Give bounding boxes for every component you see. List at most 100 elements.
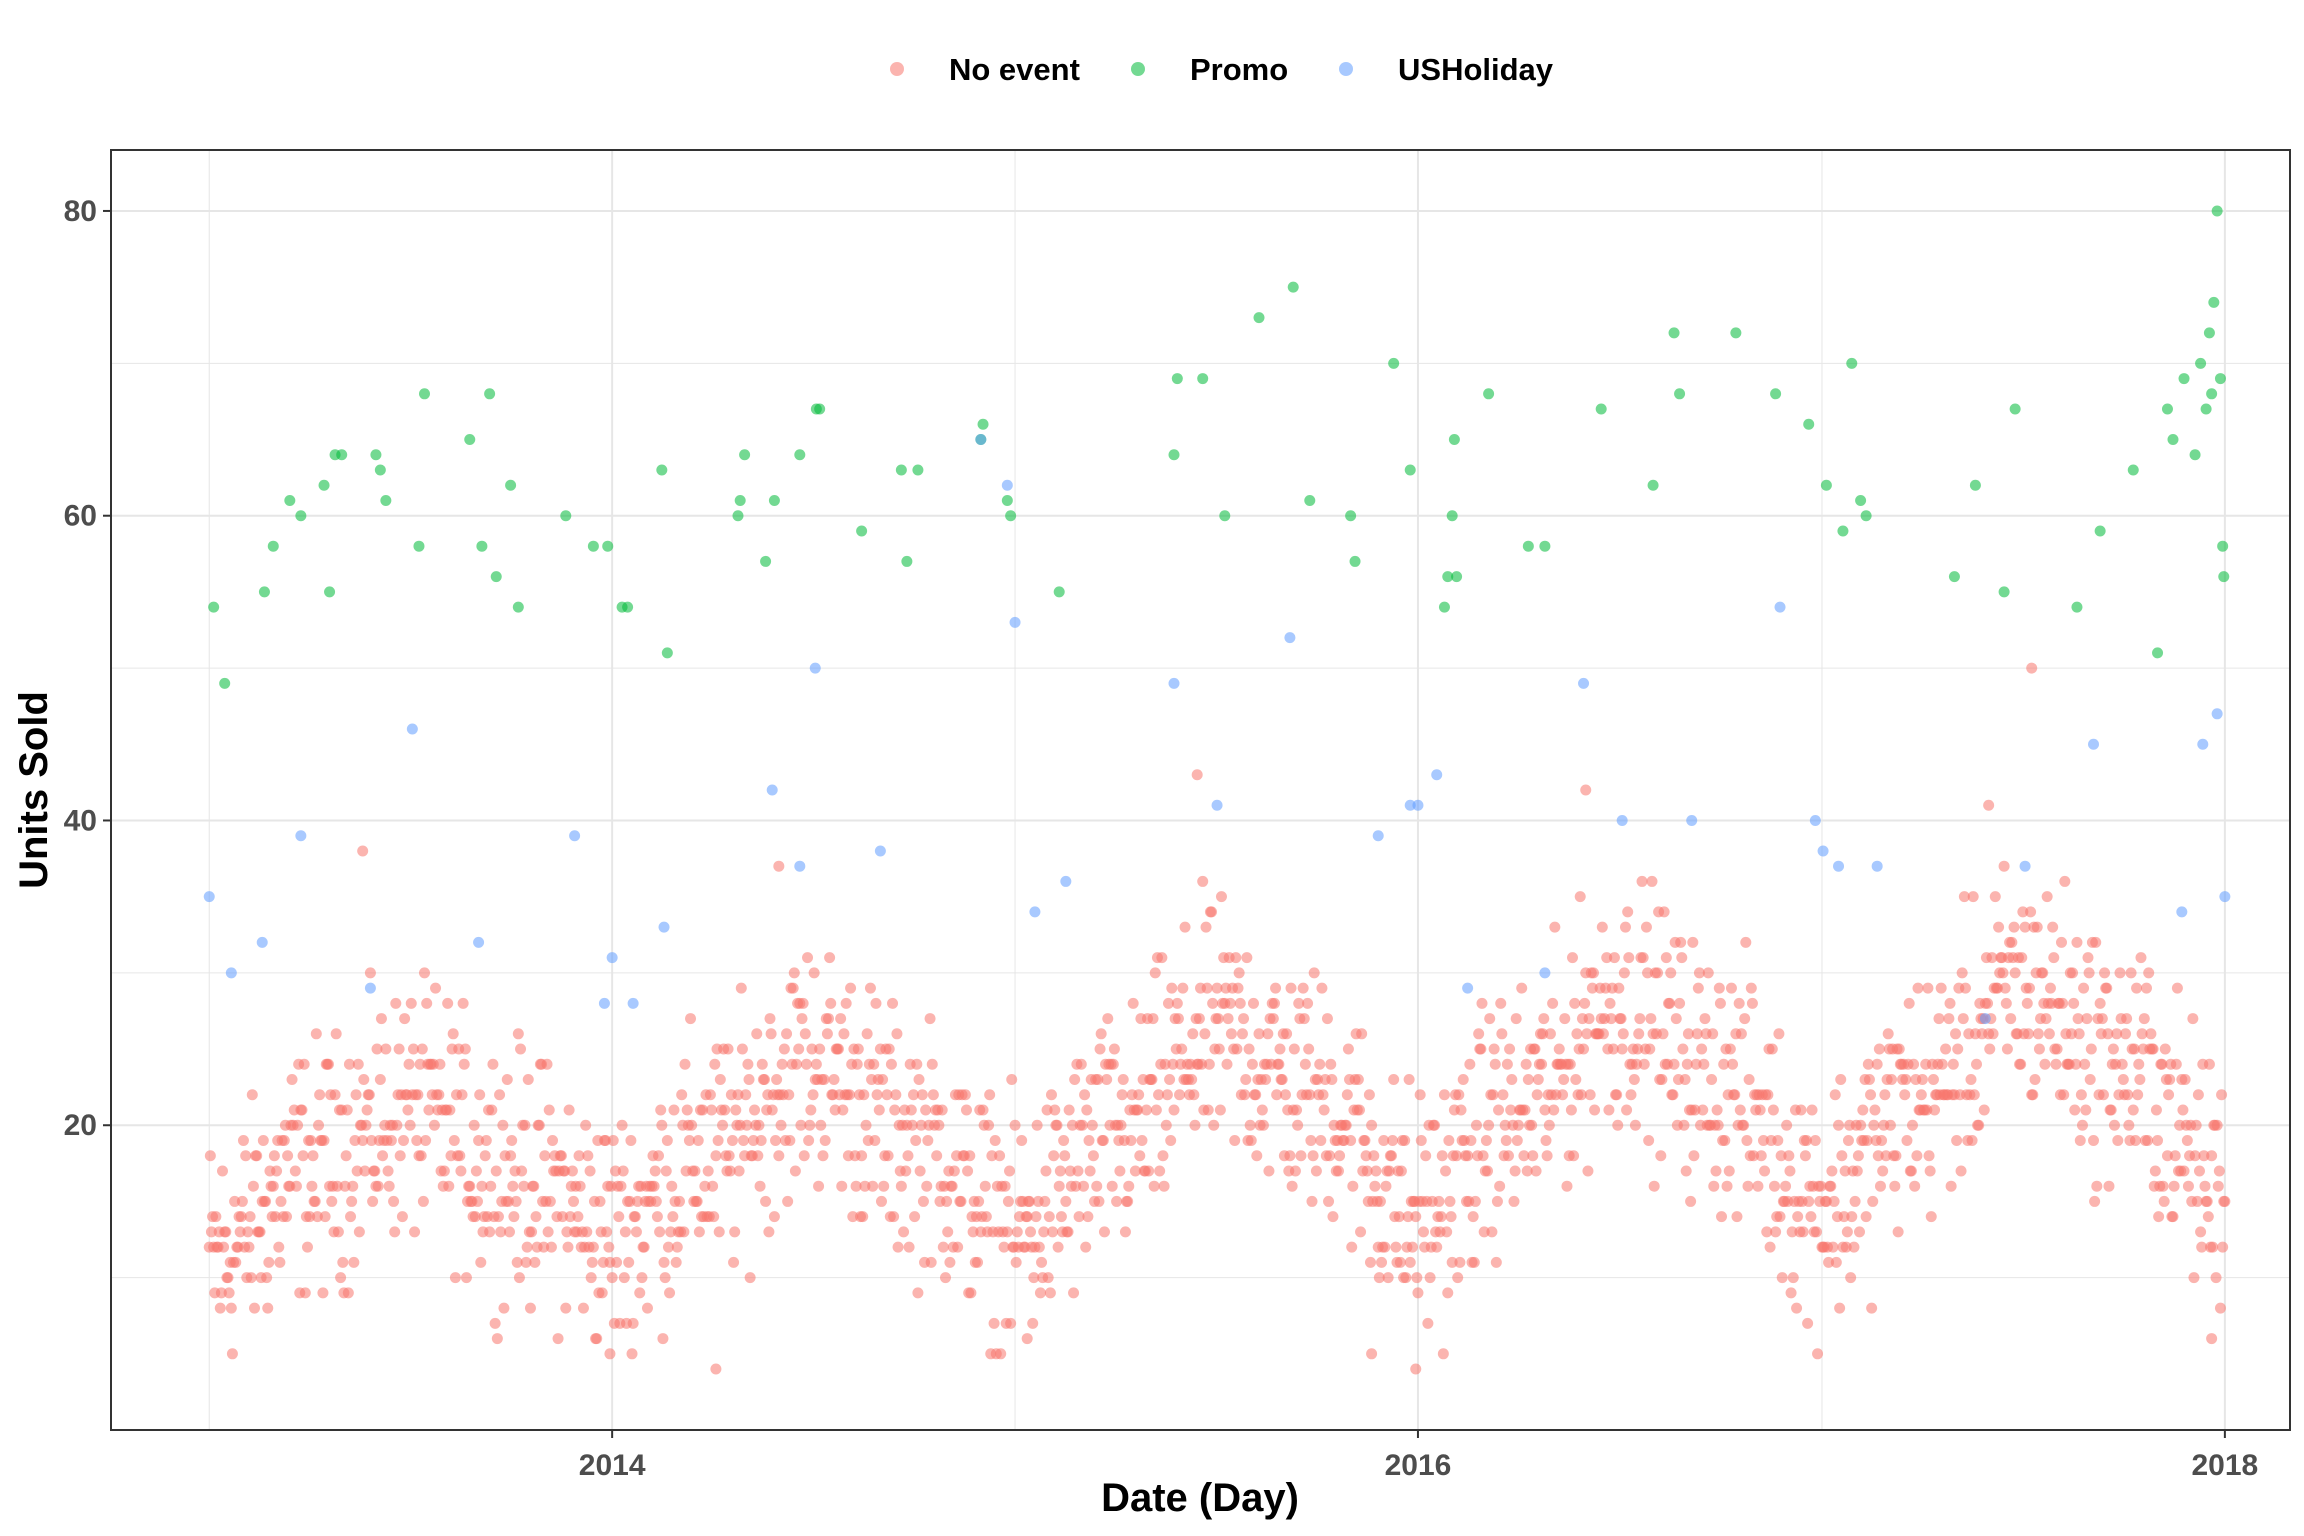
no-event-point bbox=[1324, 1150, 1336, 1162]
no-event-point bbox=[1133, 1089, 1145, 1101]
no-event-point bbox=[704, 1089, 716, 1101]
no-event-point bbox=[1023, 1195, 1035, 1207]
no-event-point bbox=[1877, 1165, 1889, 1177]
no-event-point bbox=[353, 1226, 365, 1238]
no-event-point bbox=[1723, 1165, 1735, 1177]
no-event-point bbox=[1188, 1089, 1200, 1101]
no-event-point bbox=[1196, 1058, 1208, 1070]
no-event-point bbox=[773, 1150, 785, 1162]
no-event-point bbox=[487, 1058, 499, 1070]
promo-point bbox=[2208, 296, 2220, 308]
no-event-point bbox=[1697, 1104, 1709, 1116]
no-event-point bbox=[1853, 1226, 1865, 1238]
promo-point bbox=[418, 388, 430, 400]
no-event-point bbox=[679, 1058, 691, 1070]
promo-point bbox=[2071, 601, 2083, 613]
no-event-point bbox=[572, 1211, 584, 1223]
no-event-point bbox=[775, 1119, 787, 1131]
no-event-point bbox=[1010, 1256, 1022, 1268]
no-event-point bbox=[1132, 1104, 1144, 1116]
no-event-point bbox=[702, 1165, 714, 1177]
usholiday-point bbox=[627, 997, 639, 1009]
no-event-point bbox=[1833, 1119, 1845, 1131]
no-event-point bbox=[1596, 921, 1608, 933]
no-event-point bbox=[1140, 1104, 1152, 1116]
no-event-point bbox=[1773, 1028, 1785, 1040]
no-event-point bbox=[1584, 1089, 1596, 1101]
no-event-point bbox=[2075, 1089, 2087, 1101]
no-event-point bbox=[1967, 891, 1979, 903]
no-event-point bbox=[1815, 1180, 1827, 1192]
no-event-point bbox=[1031, 1119, 1043, 1131]
no-event-point bbox=[1543, 1119, 1555, 1131]
no-event-point bbox=[226, 1348, 238, 1360]
promo-point bbox=[656, 464, 668, 476]
no-event-point bbox=[573, 1150, 585, 1162]
no-event-point bbox=[808, 967, 820, 979]
no-event-point bbox=[909, 1211, 921, 1223]
no-event-point bbox=[973, 1195, 985, 1207]
no-event-point bbox=[2145, 1028, 2157, 1040]
no-event-point bbox=[1327, 1211, 1339, 1223]
no-event-point bbox=[290, 1180, 302, 1192]
no-event-point bbox=[1908, 1058, 1920, 1070]
no-event-point bbox=[337, 1256, 349, 1268]
no-event-point bbox=[818, 1074, 830, 1086]
x-tick-label: 2014 bbox=[579, 1449, 646, 1482]
no-event-point bbox=[864, 982, 876, 994]
no-event-point bbox=[1855, 1119, 1867, 1131]
no-event-point bbox=[460, 1272, 472, 1284]
no-event-point bbox=[881, 1089, 893, 1101]
no-event-point bbox=[1944, 997, 1956, 1009]
promo-point bbox=[1001, 494, 1013, 506]
no-event-point bbox=[1062, 1226, 1074, 1238]
no-event-point bbox=[660, 1165, 672, 1177]
no-event-point bbox=[1952, 1043, 1964, 1055]
no-event-point bbox=[417, 1195, 429, 1207]
no-event-point bbox=[889, 1104, 901, 1116]
y-axis: 20 40 60 80 bbox=[64, 195, 111, 1142]
no-event-point bbox=[634, 1287, 646, 1299]
no-event-point bbox=[544, 1195, 556, 1207]
promo-point bbox=[739, 449, 751, 461]
no-event-point bbox=[604, 1348, 616, 1360]
no-event-point bbox=[1191, 769, 1203, 781]
no-event-point bbox=[693, 1226, 705, 1238]
no-event-point bbox=[875, 1195, 887, 1207]
no-event-point bbox=[1215, 891, 1227, 903]
no-event-point bbox=[204, 1150, 216, 1162]
no-event-point bbox=[1045, 1089, 1057, 1101]
promo-point bbox=[219, 677, 231, 689]
no-event-point bbox=[1084, 1165, 1096, 1177]
no-event-point bbox=[528, 1180, 540, 1192]
no-event-point bbox=[2050, 1058, 2062, 1070]
no-event-point bbox=[773, 860, 785, 872]
no-event-point bbox=[1353, 1104, 1365, 1116]
no-event-point bbox=[972, 1256, 984, 1268]
no-event-point bbox=[609, 1165, 621, 1177]
no-event-point bbox=[2008, 921, 2020, 933]
no-event-point bbox=[301, 1241, 313, 1253]
no-event-point bbox=[1464, 1058, 1476, 1070]
no-event-point bbox=[1179, 921, 1191, 933]
no-event-point bbox=[906, 1119, 918, 1131]
no-event-point bbox=[920, 1104, 932, 1116]
no-event-point bbox=[2000, 997, 2012, 1009]
no-event-point bbox=[404, 1119, 416, 1131]
no-event-point bbox=[552, 1333, 564, 1345]
no-event-point bbox=[2041, 891, 2053, 903]
no-event-point bbox=[261, 1272, 273, 1284]
no-event-point bbox=[1156, 952, 1168, 964]
no-event-point bbox=[268, 1150, 280, 1162]
no-event-point bbox=[847, 1211, 859, 1223]
no-event-point bbox=[1802, 1317, 1814, 1329]
no-event-point bbox=[882, 1150, 894, 1162]
no-event-point bbox=[490, 1165, 502, 1177]
no-event-point bbox=[626, 1348, 638, 1360]
no-event-point bbox=[1346, 1241, 1358, 1253]
no-event-point bbox=[515, 1043, 527, 1055]
no-event-point bbox=[1889, 1180, 1901, 1192]
no-event-point bbox=[738, 1134, 750, 1146]
no-event-point bbox=[1256, 1104, 1268, 1116]
no-event-point bbox=[630, 1226, 642, 1238]
